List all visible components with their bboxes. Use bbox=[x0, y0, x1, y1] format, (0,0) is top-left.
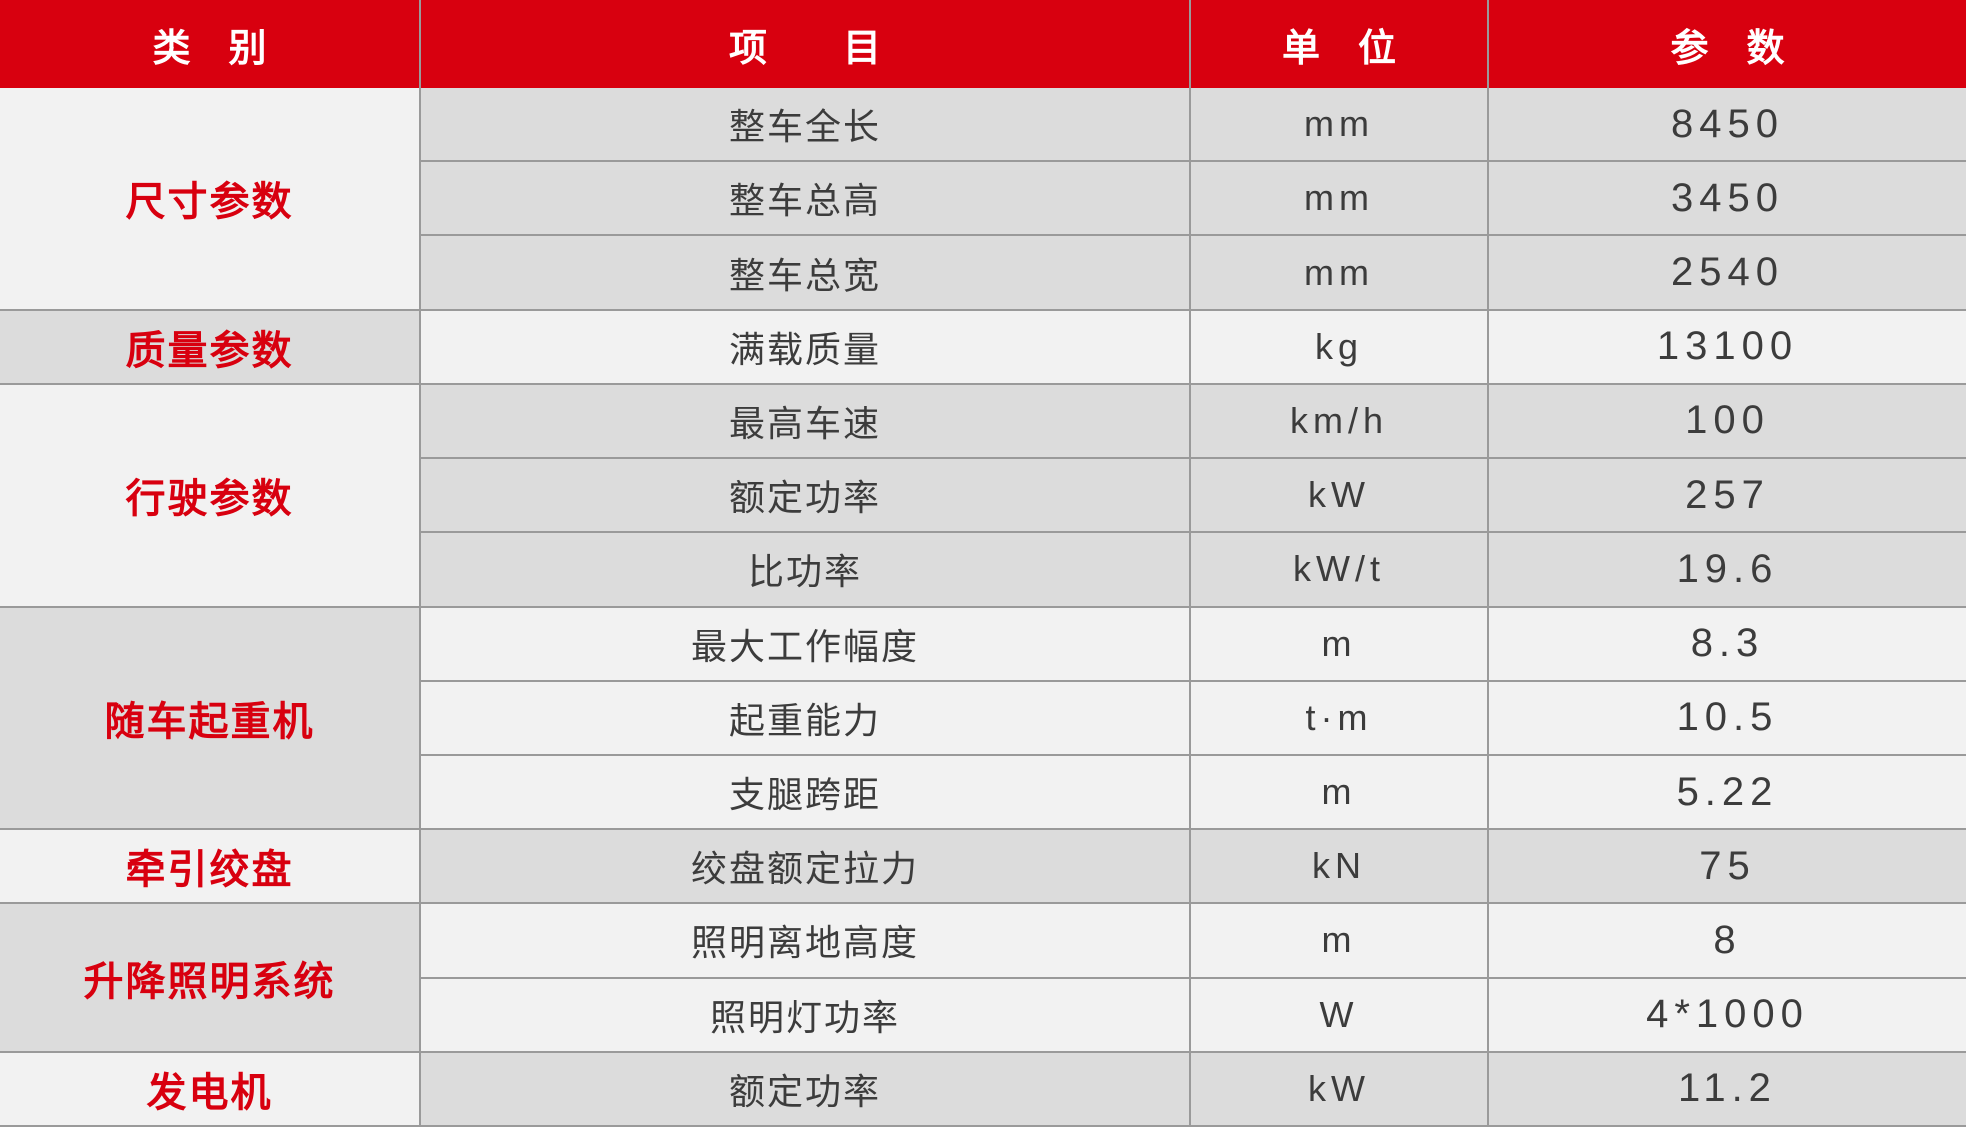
item-cell: 最高车速 bbox=[421, 384, 1191, 460]
value-cell: 100 bbox=[1489, 384, 1966, 460]
unit-cell: t·m bbox=[1191, 681, 1489, 756]
unit-cell: m bbox=[1191, 607, 1489, 682]
item-cell: 整车总高 bbox=[421, 162, 1191, 237]
category-cell: 随车起重机 bbox=[0, 607, 421, 831]
value-cell: 5.22 bbox=[1489, 755, 1966, 831]
value-cell: 10.5 bbox=[1489, 681, 1966, 756]
item-cell: 额定功率 bbox=[421, 1052, 1191, 1127]
unit-cell: kN bbox=[1191, 830, 1489, 905]
category-cell: 升降照明系统 bbox=[0, 904, 421, 1053]
category-cell: 牵引绞盘 bbox=[0, 830, 421, 905]
item-cell: 照明离地高度 bbox=[421, 904, 1191, 979]
category-cell: 尺寸参数 bbox=[0, 88, 421, 311]
item-cell: 比功率 bbox=[421, 533, 1191, 608]
value-cell: 4*1000 bbox=[1489, 978, 1966, 1053]
unit-cell: mm bbox=[1191, 88, 1489, 163]
value-cell: 2540 bbox=[1489, 236, 1966, 311]
value-cell: 75 bbox=[1489, 830, 1966, 905]
value-cell: 257 bbox=[1489, 459, 1966, 534]
item-cell: 整车总宽 bbox=[421, 236, 1191, 311]
value-cell: 11.2 bbox=[1489, 1052, 1966, 1127]
unit-cell: kg bbox=[1191, 310, 1489, 385]
item-cell: 支腿跨距 bbox=[421, 755, 1191, 831]
category-cell: 发电机 bbox=[0, 1052, 421, 1127]
unit-cell: W bbox=[1191, 978, 1489, 1053]
header-item: 项 目 bbox=[421, 0, 1191, 88]
unit-cell: kW bbox=[1191, 1052, 1489, 1127]
unit-cell: mm bbox=[1191, 236, 1489, 311]
value-cell: 8 bbox=[1489, 904, 1966, 979]
unit-cell: m bbox=[1191, 904, 1489, 979]
item-cell: 绞盘额定拉力 bbox=[421, 830, 1191, 905]
item-cell: 最大工作幅度 bbox=[421, 607, 1191, 682]
item-cell: 起重能力 bbox=[421, 681, 1191, 756]
unit-cell: kW bbox=[1191, 459, 1489, 534]
header-unit: 单 位 bbox=[1191, 0, 1489, 88]
value-cell: 3450 bbox=[1489, 162, 1966, 237]
unit-cell: mm bbox=[1191, 162, 1489, 237]
header-parameter: 参 数 bbox=[1489, 0, 1966, 88]
value-cell: 8450 bbox=[1489, 88, 1966, 163]
value-cell: 13100 bbox=[1489, 310, 1966, 385]
unit-cell: m bbox=[1191, 755, 1489, 831]
item-cell: 满载质量 bbox=[421, 310, 1191, 385]
item-cell: 额定功率 bbox=[421, 459, 1191, 534]
category-cell: 行驶参数 bbox=[0, 384, 421, 608]
unit-cell: km/h bbox=[1191, 384, 1489, 460]
value-cell: 8.3 bbox=[1489, 607, 1966, 682]
item-cell: 照明灯功率 bbox=[421, 978, 1191, 1053]
value-cell: 19.6 bbox=[1489, 533, 1966, 608]
item-cell: 整车全长 bbox=[421, 88, 1191, 163]
unit-cell: kW/t bbox=[1191, 533, 1489, 608]
category-cell: 质量参数 bbox=[0, 310, 421, 385]
header-category: 类 别 bbox=[0, 0, 421, 88]
